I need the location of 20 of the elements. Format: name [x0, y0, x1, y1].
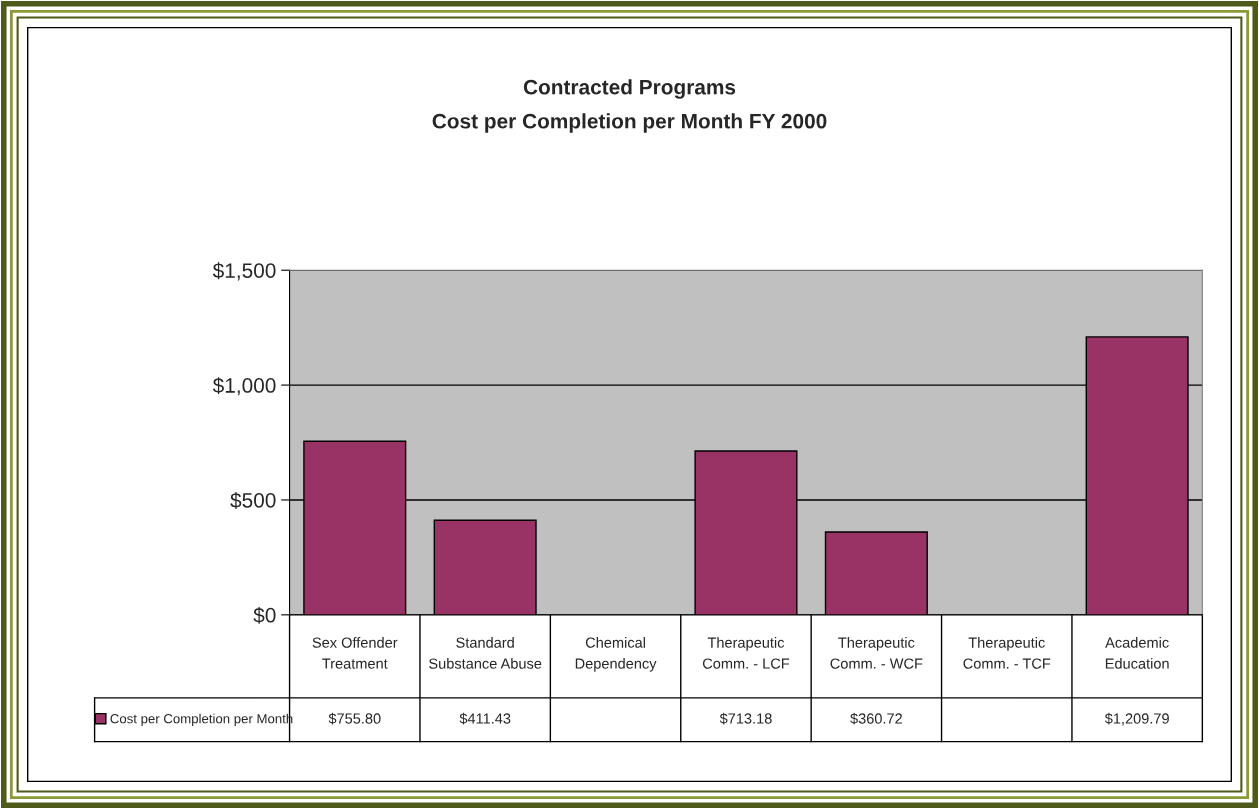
y-tick-label: $0 [253, 606, 276, 624]
data-label: $755.80 [328, 712, 381, 725]
data-label: $1,209.79 [1104, 712, 1169, 726]
chart-title: Contracted Programs [523, 79, 736, 99]
x-tick-label: Sex Offender Treatment [312, 637, 398, 669]
y-tick-label: $1,500 [212, 262, 276, 281]
bar [433, 519, 537, 615]
data-label: $360.72 [850, 712, 902, 725]
x-tick-label: Therapeutic Comm. - LCF [702, 637, 790, 669]
data-label: $411.43 [459, 712, 511, 725]
x-tick-label: Standard Substance Abuse [429, 637, 542, 669]
x-tick-label: Therapeutic Comm. - WCF [830, 637, 923, 669]
x-tick-label: Academic Education [1105, 637, 1169, 669]
bar [824, 531, 928, 615]
chart-subtitle: Cost per Completion per Month FY 2000 [432, 113, 827, 133]
x-tick-label: Chemical Dependency [575, 637, 657, 672]
x-tick-label: Therapeutic Comm. - TCF [963, 637, 1051, 669]
y-tick-label: $1,000 [212, 377, 276, 396]
y-tick-label: $500 [230, 492, 276, 509]
data-label: $713.18 [719, 712, 772, 725]
